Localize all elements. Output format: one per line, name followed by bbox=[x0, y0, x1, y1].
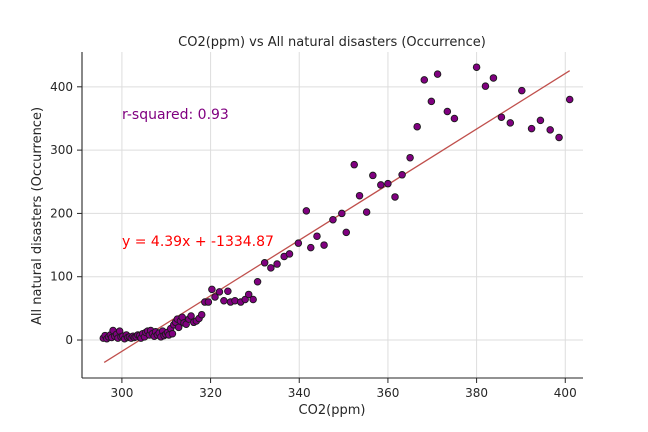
data-point bbox=[450, 114, 459, 123]
axes-layer: 300 320 340 360 380 400 0 100 200 300 400 bbox=[50, 52, 583, 400]
data-point bbox=[555, 133, 563, 142]
data-point bbox=[355, 191, 364, 200]
data-point bbox=[285, 250, 294, 258]
data-point bbox=[506, 119, 515, 127]
y-tick-label: 0 bbox=[65, 333, 73, 347]
y-tick-label: 200 bbox=[50, 206, 73, 220]
data-point bbox=[565, 95, 574, 104]
x-tick-label: 340 bbox=[288, 386, 311, 400]
r-squared-annotation: r-squared: 0.93 bbox=[122, 107, 229, 123]
data-point bbox=[187, 312, 195, 320]
data-point bbox=[369, 171, 377, 180]
x-tick-label: 300 bbox=[110, 386, 133, 400]
data-point bbox=[267, 264, 275, 272]
data-point bbox=[260, 259, 269, 267]
y-axis-label: All natural disasters (Occurrence) bbox=[30, 107, 45, 325]
data-point bbox=[481, 82, 490, 90]
data-points-layer bbox=[99, 63, 574, 343]
data-point bbox=[443, 107, 452, 116]
data-point bbox=[168, 329, 177, 338]
data-point bbox=[527, 124, 536, 133]
data-point bbox=[249, 295, 257, 304]
data-point bbox=[497, 113, 506, 121]
data-point bbox=[211, 293, 219, 301]
data-point bbox=[406, 153, 414, 162]
data-point bbox=[338, 209, 346, 218]
data-point bbox=[546, 126, 554, 134]
data-point bbox=[398, 171, 406, 179]
regression-equation-annotation: y = 4.39x + -1334.87 bbox=[122, 234, 274, 250]
data-point bbox=[536, 116, 545, 125]
data-point bbox=[413, 122, 421, 131]
data-point bbox=[244, 290, 253, 299]
data-point bbox=[427, 97, 436, 106]
data-point bbox=[329, 215, 337, 224]
data-point bbox=[362, 208, 371, 216]
data-point bbox=[342, 228, 350, 237]
x-tick-label: 400 bbox=[554, 386, 577, 400]
data-point bbox=[294, 239, 303, 247]
x-axis-label: CO2(ppm) bbox=[299, 403, 366, 418]
x-tick-label: 320 bbox=[199, 386, 222, 400]
y-tick-label: 100 bbox=[50, 270, 73, 284]
data-point bbox=[215, 288, 224, 296]
y-tick-label: 300 bbox=[50, 143, 73, 157]
data-point bbox=[313, 232, 321, 240]
data-point bbox=[224, 287, 232, 296]
data-point bbox=[420, 76, 429, 84]
data-point bbox=[220, 297, 228, 305]
data-point bbox=[391, 193, 399, 201]
grid-layer bbox=[82, 52, 583, 378]
data-point bbox=[208, 285, 216, 294]
x-tick-label: 380 bbox=[465, 386, 488, 400]
data-point bbox=[518, 86, 526, 95]
data-point bbox=[433, 70, 442, 78]
data-point bbox=[302, 207, 311, 215]
data-point bbox=[273, 260, 281, 268]
data-point bbox=[377, 181, 385, 189]
data-point bbox=[472, 63, 481, 71]
data-point bbox=[197, 310, 206, 319]
chart-title: CO2(ppm) vs All natural disasters (Occur… bbox=[178, 35, 486, 50]
x-tick-label: 360 bbox=[376, 386, 399, 400]
data-point bbox=[253, 278, 262, 286]
data-point bbox=[320, 241, 328, 249]
data-point bbox=[350, 160, 358, 169]
data-point bbox=[241, 295, 249, 304]
data-point bbox=[384, 179, 392, 188]
data-point bbox=[307, 243, 315, 252]
data-point bbox=[204, 298, 213, 306]
y-tick-label: 400 bbox=[50, 80, 73, 94]
data-point bbox=[489, 74, 498, 82]
